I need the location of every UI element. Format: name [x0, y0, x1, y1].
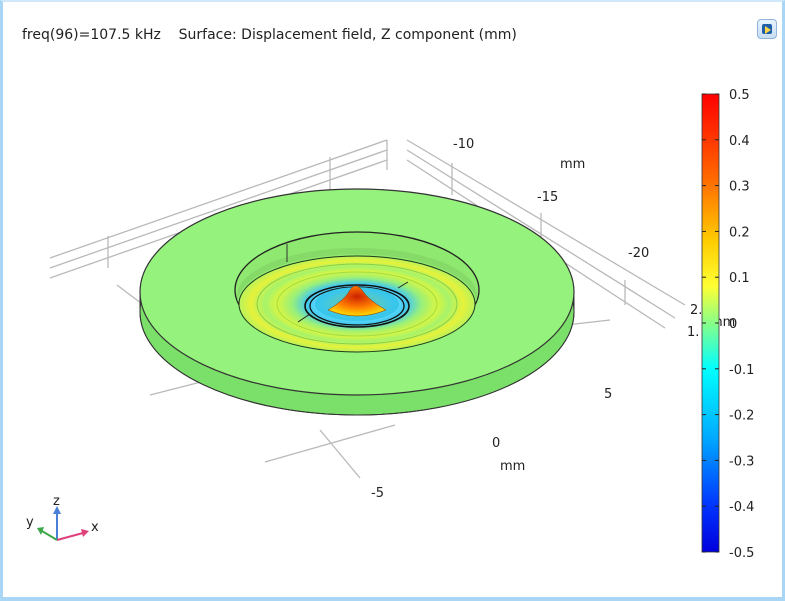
colorbar-tick-label: 0.5 [729, 88, 750, 103]
x-tick-label: 0 [492, 436, 500, 451]
x-tick-label: -5 [371, 486, 384, 501]
y-tick-label: -10 [453, 137, 474, 152]
z-tick-label: 1. [687, 325, 699, 340]
triad-x-arrow [56, 532, 84, 541]
ripple-rings [256, 263, 458, 345]
plot-title: freq(96)=107.5 kHz Surface: Displacement… [22, 27, 517, 43]
colorbar-tick-label: -0.2 [729, 409, 754, 424]
colorbar-tick-label: -0.1 [729, 363, 754, 378]
colorbar-ticks [702, 93, 719, 553]
triad-y-arrow [41, 530, 58, 541]
probe-line [297, 313, 311, 323]
triad-z-label: z [53, 494, 60, 509]
triad-y-label: y [26, 515, 34, 530]
colorbar-tick-label: -0.5 [729, 546, 754, 561]
triad-x-label: x [91, 520, 99, 535]
y-tick-label: -15 [537, 190, 558, 205]
colorbar-labels: 0.5 0.4 0.3 0.2 0.1 0 -0.1 -0.2 -0.3 -0.4 -0.5 [729, 88, 754, 561]
y-tick-label: -20 [628, 246, 649, 261]
colorbar-tick-label: 0.1 [729, 271, 750, 286]
x-tick-label: 5 [604, 387, 612, 402]
colorbar-tick-label: 0.4 [729, 134, 750, 149]
axis-triad: z x y [26, 494, 99, 541]
colorbar-tick-label: -0.3 [729, 454, 754, 469]
colorbar-tick-label: 0.3 [729, 180, 750, 195]
colorbar-tick-label: 0.2 [729, 225, 750, 240]
triad-z-head [53, 506, 61, 514]
colorbar-tick-label: 0 [729, 317, 737, 332]
triad-x-head [81, 529, 89, 537]
colorbar-tick-label: -0.4 [729, 500, 754, 515]
z-tick-label: 2. [690, 303, 702, 318]
triad-y-head [37, 527, 44, 535]
window-toggle-icon[interactable] [757, 19, 777, 39]
window-toggle-arrow [765, 26, 771, 34]
y-axis-unit: mm [560, 157, 585, 172]
x-axis-unit: mm [500, 459, 525, 474]
displacement-peak [327, 285, 387, 317]
probe-line-2 [397, 281, 409, 289]
